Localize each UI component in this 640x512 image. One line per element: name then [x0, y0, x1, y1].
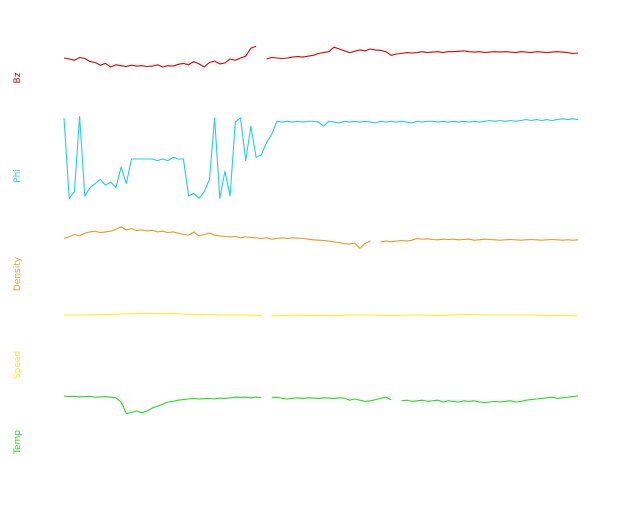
series-line-speed-segment-2: [271, 313, 578, 317]
panel-label-speed: Speed: [13, 351, 23, 379]
panel-label-phi: Phi: [13, 169, 23, 183]
panel-label-density: Density: [13, 256, 23, 291]
series-lines: [63, 45, 579, 414]
panel-label-bz: Bz: [13, 72, 23, 83]
series-line-density-segment-1: [63, 226, 371, 249]
series-line-bz-segment-2: [266, 46, 579, 60]
series-line-bz-segment-1: [63, 45, 257, 68]
series-line-temp-segment-3: [401, 395, 579, 404]
series-line-density-segment-2: [380, 237, 579, 243]
panel-labels: Bz Phi Density Speed Temp: [13, 72, 23, 455]
series-line-phi-segment-1: [63, 115, 579, 199]
series-line-speed-segment-1: [64, 312, 262, 316]
series-line-temp-segment-2: [271, 396, 392, 402]
panel-label-temp: Temp: [13, 430, 23, 455]
series-line-temp-segment-1: [63, 395, 262, 414]
